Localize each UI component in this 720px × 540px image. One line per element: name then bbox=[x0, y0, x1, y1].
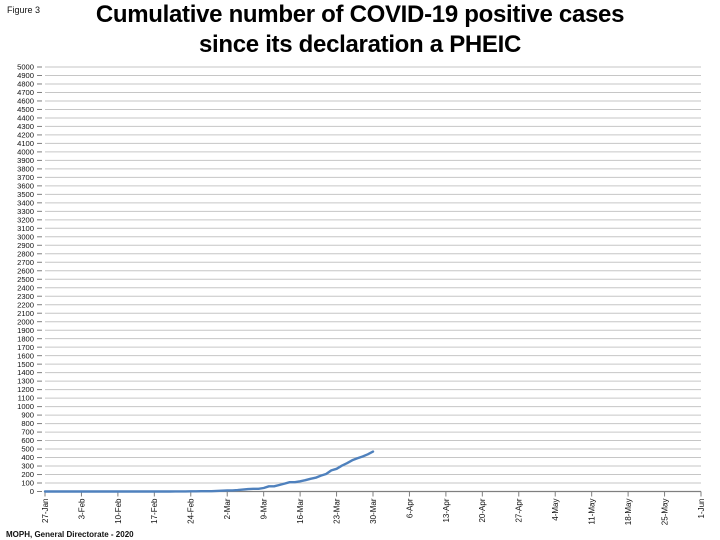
y-tick-label: 4300 bbox=[17, 122, 34, 131]
x-tick-label: 6-Apr bbox=[405, 498, 414, 518]
x-tick-label: 18-May bbox=[624, 499, 633, 526]
y-tick-label: 1100 bbox=[18, 394, 34, 403]
y-tick-label: 2800 bbox=[17, 249, 34, 258]
y-tick-label: 1700 bbox=[17, 343, 34, 352]
chart-title-line-2: since its declaration a PHEIC bbox=[198, 31, 522, 58]
y-tick-label: 3800 bbox=[17, 164, 34, 173]
x-tick-label: 16-Mar bbox=[296, 498, 305, 524]
chart-title-line-1: Cumulative number of COVID-19 positive c… bbox=[95, 1, 625, 28]
y-tick-label: 1200 bbox=[17, 385, 34, 394]
source-credit: MOPH, General Directorate - 2020 bbox=[6, 530, 134, 539]
y-tick-label: 4200 bbox=[17, 131, 34, 140]
y-tick-label: 4600 bbox=[17, 97, 34, 106]
y-tick-label: 2000 bbox=[17, 317, 34, 326]
y-tick-label: 300 bbox=[21, 462, 34, 471]
y-tick-label: 1800 bbox=[17, 334, 34, 343]
y-tick-label: 2300 bbox=[17, 292, 34, 301]
y-tick-label: 3000 bbox=[17, 232, 34, 241]
y-tick-label: 2900 bbox=[17, 241, 34, 250]
x-tick-label: 4-May bbox=[551, 499, 560, 521]
y-tick-label: 3100 bbox=[17, 224, 34, 233]
y-tick-label: 600 bbox=[21, 436, 34, 445]
x-tick-label: 23-Mar bbox=[332, 498, 341, 524]
y-tick-label: 1300 bbox=[17, 377, 34, 386]
y-tick-label: 700 bbox=[21, 428, 34, 437]
y-tick-label: 5000 bbox=[17, 63, 34, 72]
x-tick-label: 17-Feb bbox=[150, 498, 159, 524]
data-line bbox=[43, 450, 375, 493]
y-tick-label: 500 bbox=[21, 445, 34, 454]
x-tick-label: 11-May bbox=[588, 499, 597, 525]
x-tick-label: 20-Apr bbox=[478, 498, 487, 522]
y-tick-label: 4900 bbox=[17, 71, 34, 80]
y-tick-label: 4700 bbox=[17, 88, 34, 97]
y-tick-label: 2700 bbox=[17, 258, 34, 267]
x-tick-label: 25-May bbox=[660, 499, 669, 526]
y-tick-label: 800 bbox=[21, 419, 34, 428]
x-tick-label: 27-Jan bbox=[41, 499, 50, 523]
figure-number-label: Figure 3 bbox=[7, 5, 41, 15]
y-tick-label: 1000 bbox=[17, 402, 34, 411]
x-tick-label: 30-Mar bbox=[369, 498, 378, 524]
y-tick-label: 100 bbox=[21, 479, 34, 488]
y-tick-label: 3900 bbox=[17, 156, 34, 165]
y-tick-label: 200 bbox=[21, 470, 34, 479]
y-tick-label: 3500 bbox=[17, 190, 34, 199]
y-tick-label: 1500 bbox=[17, 360, 34, 369]
y-tick-label: 4400 bbox=[17, 114, 34, 123]
x-tick-label: 24-Feb bbox=[187, 498, 196, 524]
y-tick-label: 0 bbox=[30, 487, 34, 496]
x-tick-label: 3-Feb bbox=[77, 498, 86, 519]
y-tick-label: 3400 bbox=[17, 198, 34, 207]
y-tick-label: 3300 bbox=[17, 207, 34, 216]
x-tick-label: 13-Apr bbox=[442, 498, 451, 522]
y-tick-label: 2200 bbox=[17, 300, 34, 309]
y-tick-label: 3200 bbox=[17, 215, 34, 224]
y-tick-label: 2100 bbox=[17, 309, 34, 318]
y-tick-label: 1600 bbox=[17, 351, 34, 360]
y-tick-label: 3700 bbox=[17, 173, 34, 182]
x-tick-label: 2-Mar bbox=[223, 498, 232, 519]
y-tick-label: 2500 bbox=[17, 275, 34, 284]
y-tick-label: 1400 bbox=[17, 368, 34, 377]
y-tick-label: 3600 bbox=[17, 181, 34, 190]
x-tick-label: 9-Mar bbox=[260, 498, 269, 519]
y-tick-label: 2600 bbox=[17, 266, 34, 275]
y-tick-label: 1900 bbox=[17, 326, 34, 335]
y-tick-label: 4100 bbox=[17, 139, 34, 148]
y-tick-label: 2400 bbox=[17, 283, 34, 292]
y-tick-label: 4000 bbox=[17, 148, 34, 157]
x-tick-label: 1-Jun bbox=[697, 499, 706, 519]
y-tick-label: 4800 bbox=[17, 80, 34, 89]
y-tick-label: 4500 bbox=[17, 105, 34, 114]
chart-title: Cumulative number of COVID-19 positive c… bbox=[0, 0, 720, 60]
y-tick-label: 900 bbox=[21, 411, 34, 420]
y-tick-label: 400 bbox=[21, 453, 34, 462]
x-tick-label: 10-Feb bbox=[114, 498, 123, 524]
x-tick-label: 27-Apr bbox=[515, 498, 524, 522]
